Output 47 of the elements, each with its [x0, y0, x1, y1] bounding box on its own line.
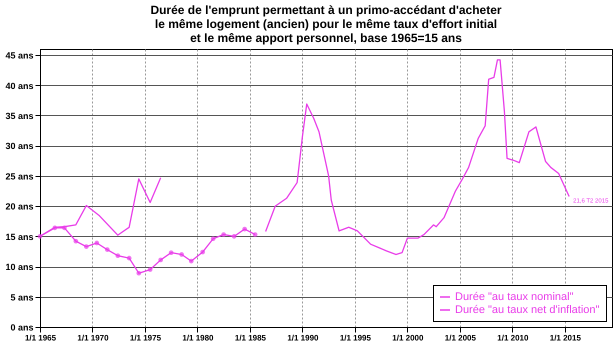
x-tick-label: 1/1 1970: [77, 334, 110, 342]
point: [94, 240, 100, 246]
x-tick-label: 1/1 1985: [234, 334, 267, 342]
x-tick-label: 1/1 1980: [182, 334, 214, 342]
point: [252, 232, 258, 237]
point: [38, 234, 42, 239]
point: [62, 226, 67, 230]
point: [200, 250, 205, 254]
point: [84, 244, 89, 249]
point: [115, 253, 120, 258]
point: [242, 226, 247, 232]
point: [148, 267, 152, 272]
y-tick-label: 20 ans: [5, 202, 34, 212]
y-tick-label: 30 ans: [5, 141, 34, 152]
point: [158, 258, 164, 262]
point: [168, 250, 174, 256]
point: [136, 270, 142, 276]
y-tick-label: 0 ans: [10, 322, 34, 332]
y-tick-label: 45 ans: [5, 50, 34, 61]
x-tick-label: 1/1 2015: [550, 334, 582, 342]
point: [52, 226, 58, 230]
point: [73, 238, 78, 244]
point: [232, 234, 236, 239]
x-tick-label: 1/1 1990: [287, 334, 320, 342]
point: [210, 236, 216, 242]
legend-label: Durée "au taux nominal": [455, 291, 574, 303]
y-tick-label: 25 ans: [5, 171, 34, 182]
y-tick-label: 5 ans: [10, 292, 34, 302]
legend-label: Durée "au taux net d'inflation": [455, 304, 600, 316]
y-tick-label: 10 ans: [5, 262, 34, 272]
x-tick-label: 1/1 1965: [24, 334, 57, 342]
x-tick-label: 1/1 2010: [497, 334, 529, 342]
text: Durée de l'emprunt permettant à un primo-accédant d'acheter: [150, 3, 502, 17]
point: [126, 256, 132, 260]
x-tick-label: 1/1 1975: [130, 334, 162, 342]
text: le même logement (ancien) pour le même taux d'effort initial: [154, 17, 498, 31]
x-tick-label: 1/1 2005: [444, 334, 476, 342]
y-tick-label: 40 ans: [5, 80, 34, 91]
point: [188, 258, 194, 264]
point: [179, 252, 184, 257]
point: [221, 232, 226, 237]
x-tick-label: 1/1 1995: [340, 334, 372, 342]
point: [104, 247, 110, 252]
y-tick-label: 35 ans: [5, 110, 34, 121]
x-tick-label: 1/1 2000: [392, 334, 424, 342]
y-tick-label: 15 ans: [5, 232, 34, 242]
text: et le même apport personnel, base 1965=15 ans: [190, 31, 462, 45]
